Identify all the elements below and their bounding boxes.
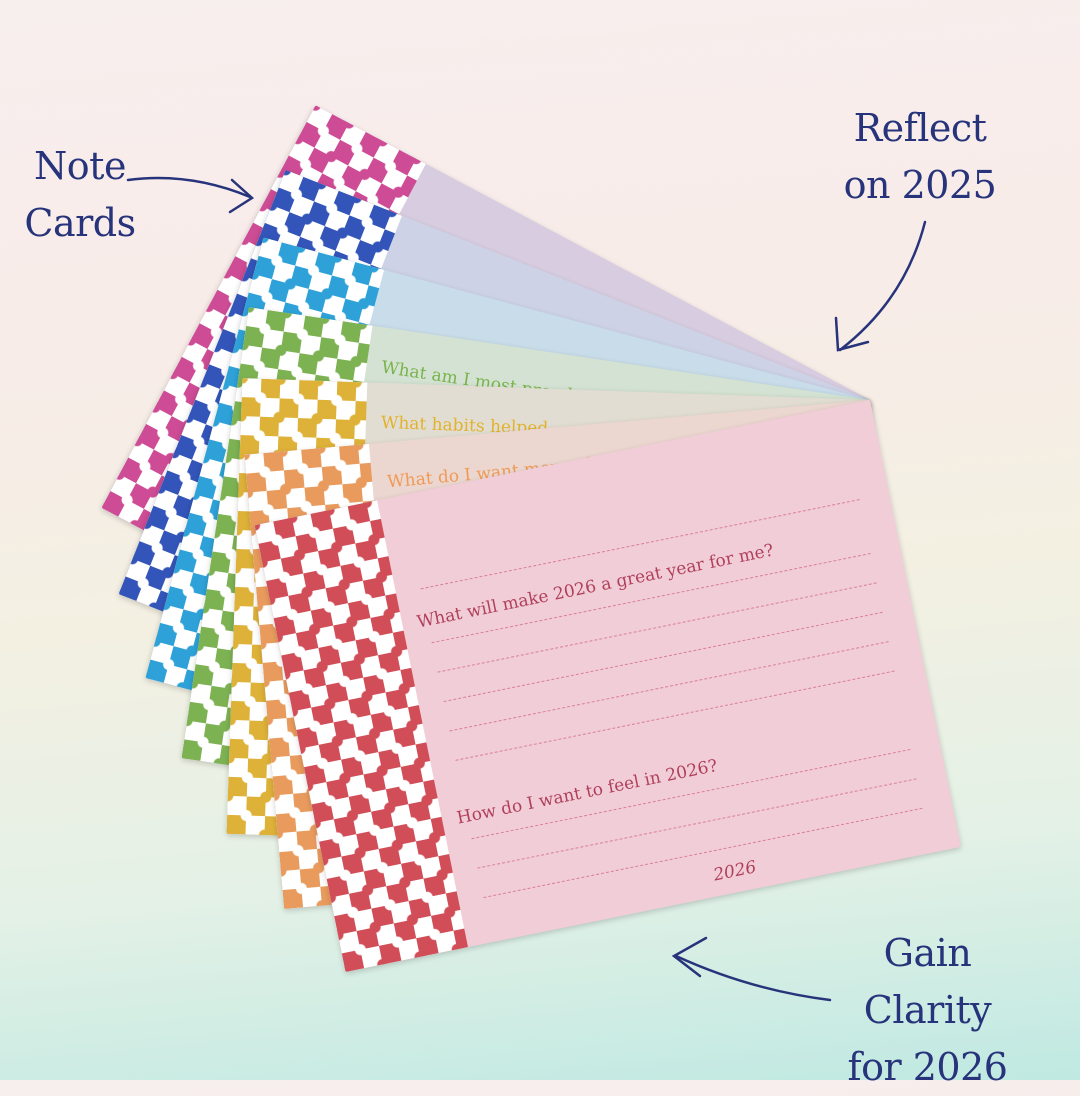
- arrow-icon: [674, 954, 832, 1002]
- annotation-line: Cards: [24, 201, 136, 245]
- annotation-line: Reflect: [853, 106, 987, 150]
- annotation-line: on 2025: [843, 163, 997, 207]
- arrow-icon: [126, 176, 252, 199]
- annotation-reflect: Reflect on 2025: [830, 100, 1010, 214]
- arrow-icon: [838, 220, 927, 352]
- arrow-head-icon: [228, 178, 255, 214]
- arrow-head-icon: [671, 936, 708, 978]
- annotation-line: Gain Clarity: [863, 931, 992, 1032]
- arrow-head-icon: [834, 316, 870, 352]
- annotation-note-cards: Note Cards: [20, 138, 140, 252]
- annotation-gain-clarity: Gain Clarity for 2026: [815, 925, 1040, 1096]
- annotation-line: Note: [34, 144, 126, 188]
